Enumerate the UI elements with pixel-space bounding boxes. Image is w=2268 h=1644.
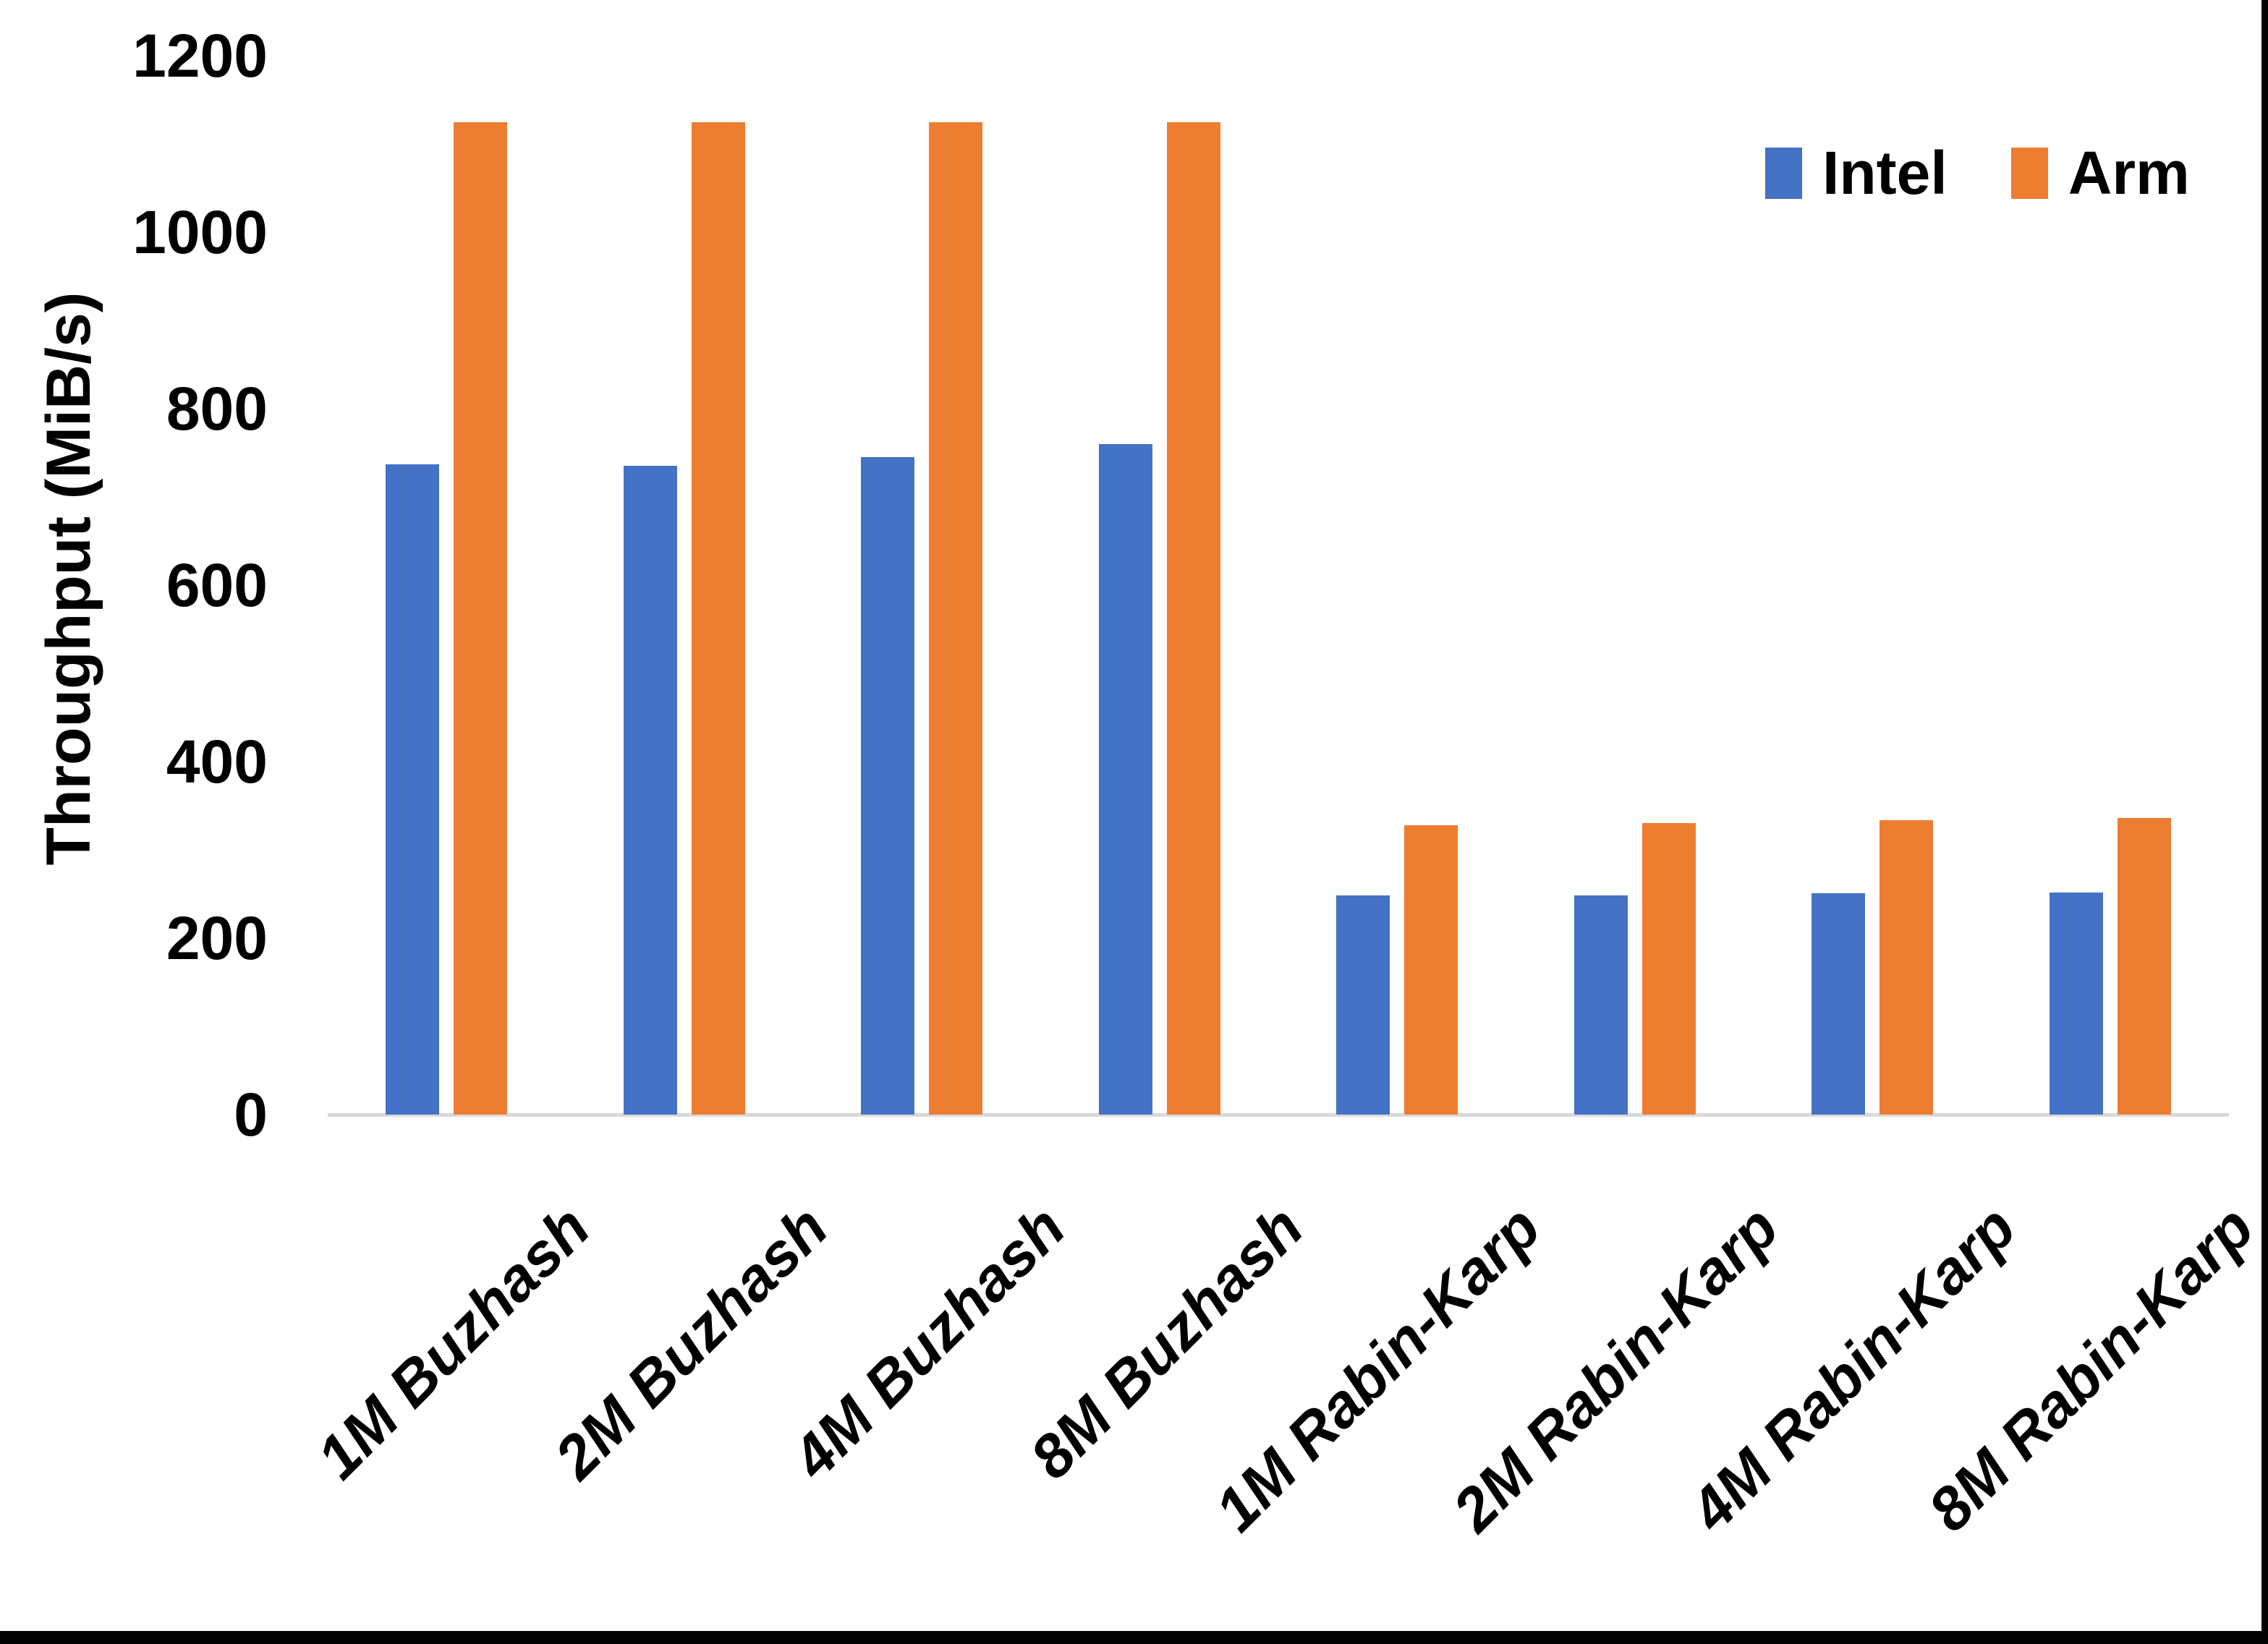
plot-area — [328, 56, 2229, 1115]
screenshot-bottom-border — [0, 1631, 2268, 1644]
bar-arm-8 — [2117, 818, 2171, 1115]
y-tick-label: 1200 — [132, 22, 268, 90]
bar-arm-6 — [1641, 823, 1696, 1115]
bar-intel-6 — [1573, 895, 1628, 1115]
y-tick-label: 800 — [166, 375, 268, 443]
legend: Intel Arm — [1765, 142, 2190, 204]
bar-arm-3 — [929, 122, 983, 1115]
y-tick-label: 600 — [166, 551, 268, 619]
bar-intel-2 — [623, 466, 677, 1115]
bar-arm-5 — [1404, 825, 1458, 1115]
x-axis-line — [328, 1113, 2229, 1117]
bar-arm-4 — [1166, 122, 1220, 1115]
y-tick-label: 200 — [166, 904, 268, 972]
legend-item-intel: Intel — [1765, 142, 1948, 204]
bar-intel-7 — [1812, 893, 1866, 1115]
legend-label: Arm — [2068, 139, 2190, 207]
y-tick-label: 400 — [166, 728, 268, 796]
bar-intel-3 — [861, 457, 915, 1115]
bar-intel-5 — [1336, 895, 1390, 1115]
bar-intel-4 — [1098, 443, 1152, 1115]
screenshot-right-border — [2261, 0, 2268, 1644]
bar-intel-1 — [386, 464, 440, 1115]
bar-arm-2 — [691, 122, 745, 1115]
legend-item-arm: Arm — [2010, 139, 2190, 207]
bar-arm-1 — [454, 122, 508, 1115]
bar-intel-8 — [2049, 892, 2103, 1115]
legend-swatch-icon — [1765, 147, 1802, 199]
y-tick-label: 0 — [234, 1081, 268, 1149]
y-tick-label: 1000 — [132, 198, 268, 266]
bar-arm-7 — [1880, 819, 1934, 1115]
legend-label: Intel — [1822, 139, 1948, 207]
x-category-label: 1M Buzhash — [304, 1193, 603, 1492]
legend-swatch-icon — [2010, 147, 2048, 199]
